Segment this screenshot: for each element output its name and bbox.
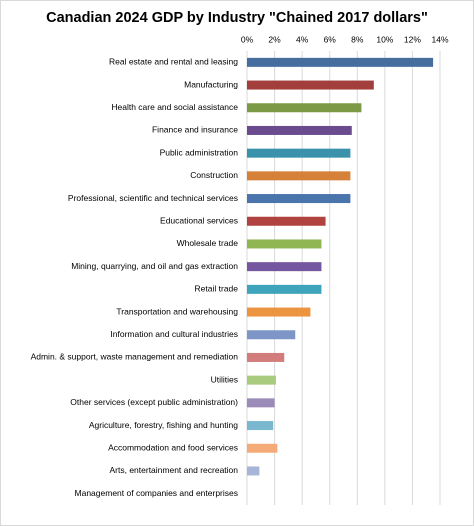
bar xyxy=(247,103,362,113)
bar xyxy=(247,466,260,476)
x-tick-label: 12% xyxy=(404,34,421,44)
x-tick-label: 8% xyxy=(351,34,364,44)
y-tick-label: Information and cultural industries xyxy=(110,329,238,339)
x-tick-label: 6% xyxy=(324,34,337,44)
y-tick-label: Wholesale trade xyxy=(177,238,239,248)
bar xyxy=(247,239,322,249)
bar xyxy=(247,330,296,340)
bar xyxy=(247,171,351,181)
bar xyxy=(247,352,285,362)
y-tick-label: Admin. & support, waste management and r… xyxy=(31,352,239,362)
x-tick-label: 14% xyxy=(431,34,448,44)
y-tick-label: Accommodation and food services xyxy=(108,443,238,453)
y-tick-label: Professional, scientific and technical s… xyxy=(68,193,238,203)
y-tick-label: Construction xyxy=(190,170,238,180)
bar xyxy=(247,421,274,431)
x-tick-label: 10% xyxy=(376,34,393,44)
y-tick-label: Finance and insurance xyxy=(152,125,238,135)
bar xyxy=(247,307,311,317)
bar xyxy=(247,125,352,135)
y-tick-label: Agriculture, forestry, fishing and hunti… xyxy=(89,420,238,430)
bar xyxy=(247,375,276,385)
bar xyxy=(247,194,351,204)
bar xyxy=(247,262,322,272)
bar xyxy=(247,57,434,67)
bar xyxy=(247,398,275,408)
bar xyxy=(247,148,351,158)
bar xyxy=(247,80,374,90)
bar xyxy=(247,216,326,226)
x-tick-label: 0% xyxy=(241,34,254,44)
y-tick-label: Manufacturing xyxy=(184,79,238,89)
x-tick-label: 4% xyxy=(296,34,309,44)
x-tick-label: 2% xyxy=(268,34,281,44)
y-tick-label: Real estate and rental and leasing xyxy=(109,57,238,67)
y-tick-label: Public administration xyxy=(160,147,239,157)
y-tick-label: Retail trade xyxy=(195,284,239,294)
y-tick-label: Health care and social assistance xyxy=(111,102,238,112)
y-tick-label: Other services (except public administra… xyxy=(70,397,238,407)
y-tick-label: Management of companies and enterprises xyxy=(75,488,238,498)
y-tick-label: Arts, entertainment and recreation xyxy=(109,465,238,475)
bar xyxy=(247,284,322,294)
y-tick-label: Utilities xyxy=(211,374,238,384)
bar xyxy=(247,443,278,453)
chart-title: Canadian 2024 GDP by Industry "Chained 2… xyxy=(46,10,428,26)
y-tick-label: Transportation and warehousing xyxy=(116,306,238,316)
y-tick-label: Mining, quarrying, and oil and gas extra… xyxy=(71,261,238,271)
y-tick-label: Educational services xyxy=(160,216,238,226)
